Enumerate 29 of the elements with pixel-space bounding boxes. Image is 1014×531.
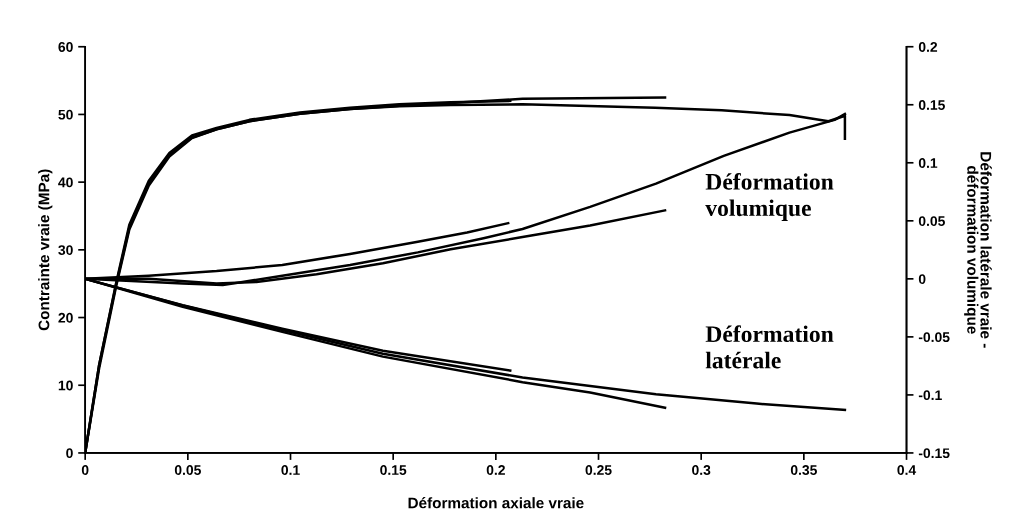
annotation: Déformation volumique [705,172,834,221]
annotation: Déformation latérale [705,325,834,369]
x-tick-label: 0 [81,465,89,475]
x-tick-label: 0.2 [486,465,505,475]
y2-tick-label: 0.05 [918,216,945,226]
x-tick-label: 0.4 [897,465,917,475]
x-tick-label: 0.15 [380,465,407,475]
y-tick-label: 20 [58,312,73,323]
x-axis-title: Déformation axiale vraie [408,497,584,509]
x-tick-label: 0.35 [790,465,817,475]
y-tick-label: 10 [58,380,73,391]
y2-tick-label: -0.1 [918,390,942,401]
y-tick-label: 40 [58,177,73,188]
y2-tick-label: -0.05 [918,332,950,343]
y-tick-label: 50 [58,109,73,120]
y2-tick-label: 0.2 [918,42,938,52]
y-tick-label: 30 [58,245,73,256]
y2-tick-label: 0 [918,274,926,285]
y-tick-label: 60 [58,42,73,52]
x-tick-label: 0.3 [692,465,711,475]
y-axis-title: Contrainte vraie (MPa) [38,169,53,331]
y-tick-label: 0 [66,448,73,459]
y2-tick-label: 0.1 [918,158,938,168]
x-tick-label: 0.05 [174,465,201,475]
y2-tick-label: -0.15 [918,448,950,459]
y2-axis-title: Déformation latérale vraie - déformation volumique [964,152,992,348]
y2-tick-label: 0.15 [918,100,945,110]
x-tick-label: 0.1 [281,465,300,475]
x-tick-label: 0.25 [585,465,612,475]
